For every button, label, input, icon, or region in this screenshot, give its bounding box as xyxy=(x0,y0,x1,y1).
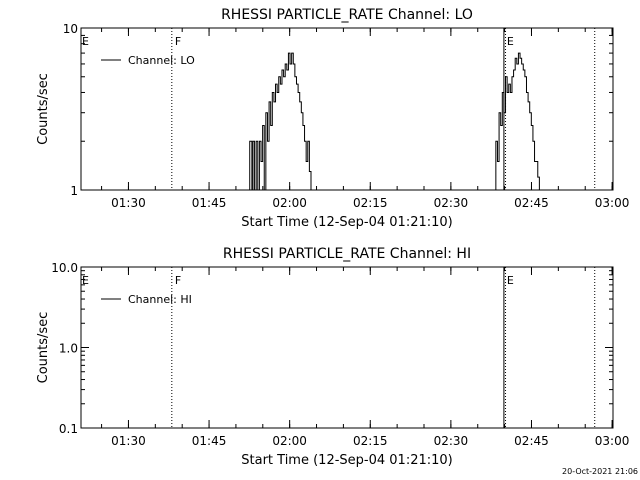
x-tick-label: 02:15 xyxy=(353,434,388,448)
x-tick-label: 02:45 xyxy=(514,434,549,448)
y-axis-label: Counts/sec xyxy=(36,312,51,384)
panel-2: RHESSI PARTICLE_RATE Channel: HI Start Ti… xyxy=(36,246,629,468)
marker-label: F xyxy=(175,35,181,48)
x-tick-label: 01:30 xyxy=(111,434,146,448)
chart-title: RHESSI PARTICLE_RATE Channel: LO xyxy=(221,7,473,23)
x-tick-label: 03:00 xyxy=(595,434,630,448)
y-tick-label: 10 xyxy=(63,22,78,36)
x-axis-label: Start Time (12-Sep-04 01:21:10) xyxy=(241,453,452,468)
y-tick-label: 0.1 xyxy=(59,422,78,436)
y-tick-label: 10.0 xyxy=(51,261,78,275)
x-tick-label: 02:00 xyxy=(272,434,307,448)
panels: RHESSI PARTICLE_RATE Channel: LO Start Ti… xyxy=(36,7,629,468)
series-line-2 xyxy=(494,52,540,191)
legend-label: Channel: LO xyxy=(128,54,195,67)
marker-label: E xyxy=(82,35,89,48)
marker-label: E xyxy=(507,274,514,287)
x-tick-label: 02:00 xyxy=(272,196,307,210)
footer-timestamp: 20-Oct-2021 21:06 xyxy=(562,467,638,476)
x-tick-label: 02:30 xyxy=(434,434,469,448)
x-tick-label: 02:15 xyxy=(353,196,388,210)
marker-label: E xyxy=(82,274,89,287)
x-tick-label: 03:00 xyxy=(595,196,630,210)
plot-frame xyxy=(80,27,614,191)
series-line-1 xyxy=(248,52,312,191)
marker-label: F xyxy=(175,274,181,287)
marker-label: E xyxy=(507,35,514,48)
x-tick-label: 01:45 xyxy=(192,434,227,448)
x-axis-label: Start Time (12-Sep-04 01:21:10) xyxy=(241,215,452,230)
x-tick-label: 02:45 xyxy=(514,196,549,210)
x-tick-label: 01:30 xyxy=(111,196,146,210)
y-axis-label: Counts/sec xyxy=(36,73,51,145)
y-tick-label: 1 xyxy=(70,184,78,198)
x-tick-label: 02:30 xyxy=(434,196,469,210)
chart-title: RHESSI PARTICLE_RATE Channel: HI xyxy=(223,246,471,262)
legend-label: Channel: HI xyxy=(128,293,192,306)
x-tick-label: 01:45 xyxy=(192,196,227,210)
panel-1: RHESSI PARTICLE_RATE Channel: LO Start Ti… xyxy=(36,7,629,230)
y-tick-label: 1.0 xyxy=(59,342,78,356)
